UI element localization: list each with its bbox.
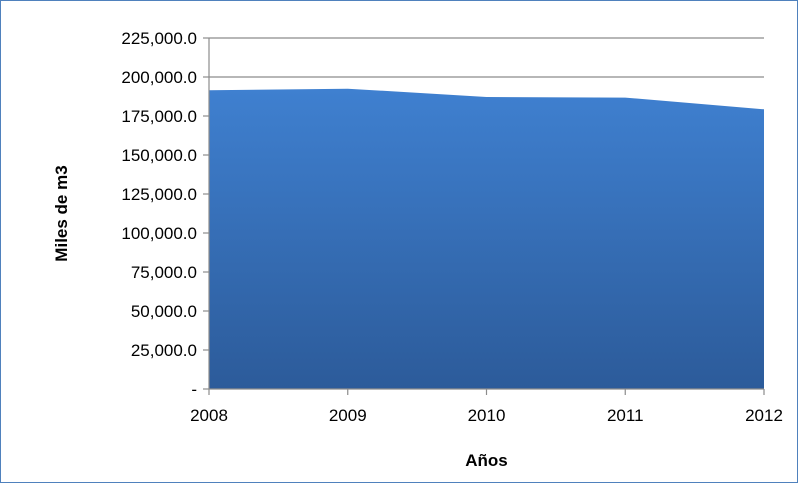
x-tick-label: 2009 — [329, 406, 367, 425]
y-tick-label: 175,000.0 — [121, 107, 197, 126]
y-tick-labels: - 25,000.0 50,000.0 75,000.0 100,000.0 125,00… — [121, 29, 197, 399]
y-tick-label: 125,000.0 — [121, 185, 197, 204]
y-tick-label: 50,000.0 — [131, 302, 197, 321]
x-tick-labels: 2008 2009 2010 2011 2012 — [190, 406, 783, 425]
area-fill — [209, 89, 764, 389]
y-tick-label: 25,000.0 — [131, 341, 197, 360]
x-tick-label: 2011 — [607, 406, 644, 425]
x-axis-title: Años — [465, 451, 508, 470]
y-tick-label: 150,000.0 — [121, 146, 197, 165]
x-tick-label: 2008 — [190, 406, 228, 425]
area-series — [209, 89, 764, 389]
y-tick-label: 75,000.0 — [131, 263, 197, 282]
y-tick-label: - — [191, 380, 197, 399]
y-axis-title: Miles de m3 — [52, 165, 71, 261]
y-tick-label: 225,000.0 — [121, 29, 197, 48]
y-tick-label: 200,000.0 — [121, 68, 197, 87]
x-tick-label: 2010 — [468, 406, 506, 425]
x-tick-label: 2012 — [745, 406, 783, 425]
y-tick-label: 100,000.0 — [121, 224, 197, 243]
